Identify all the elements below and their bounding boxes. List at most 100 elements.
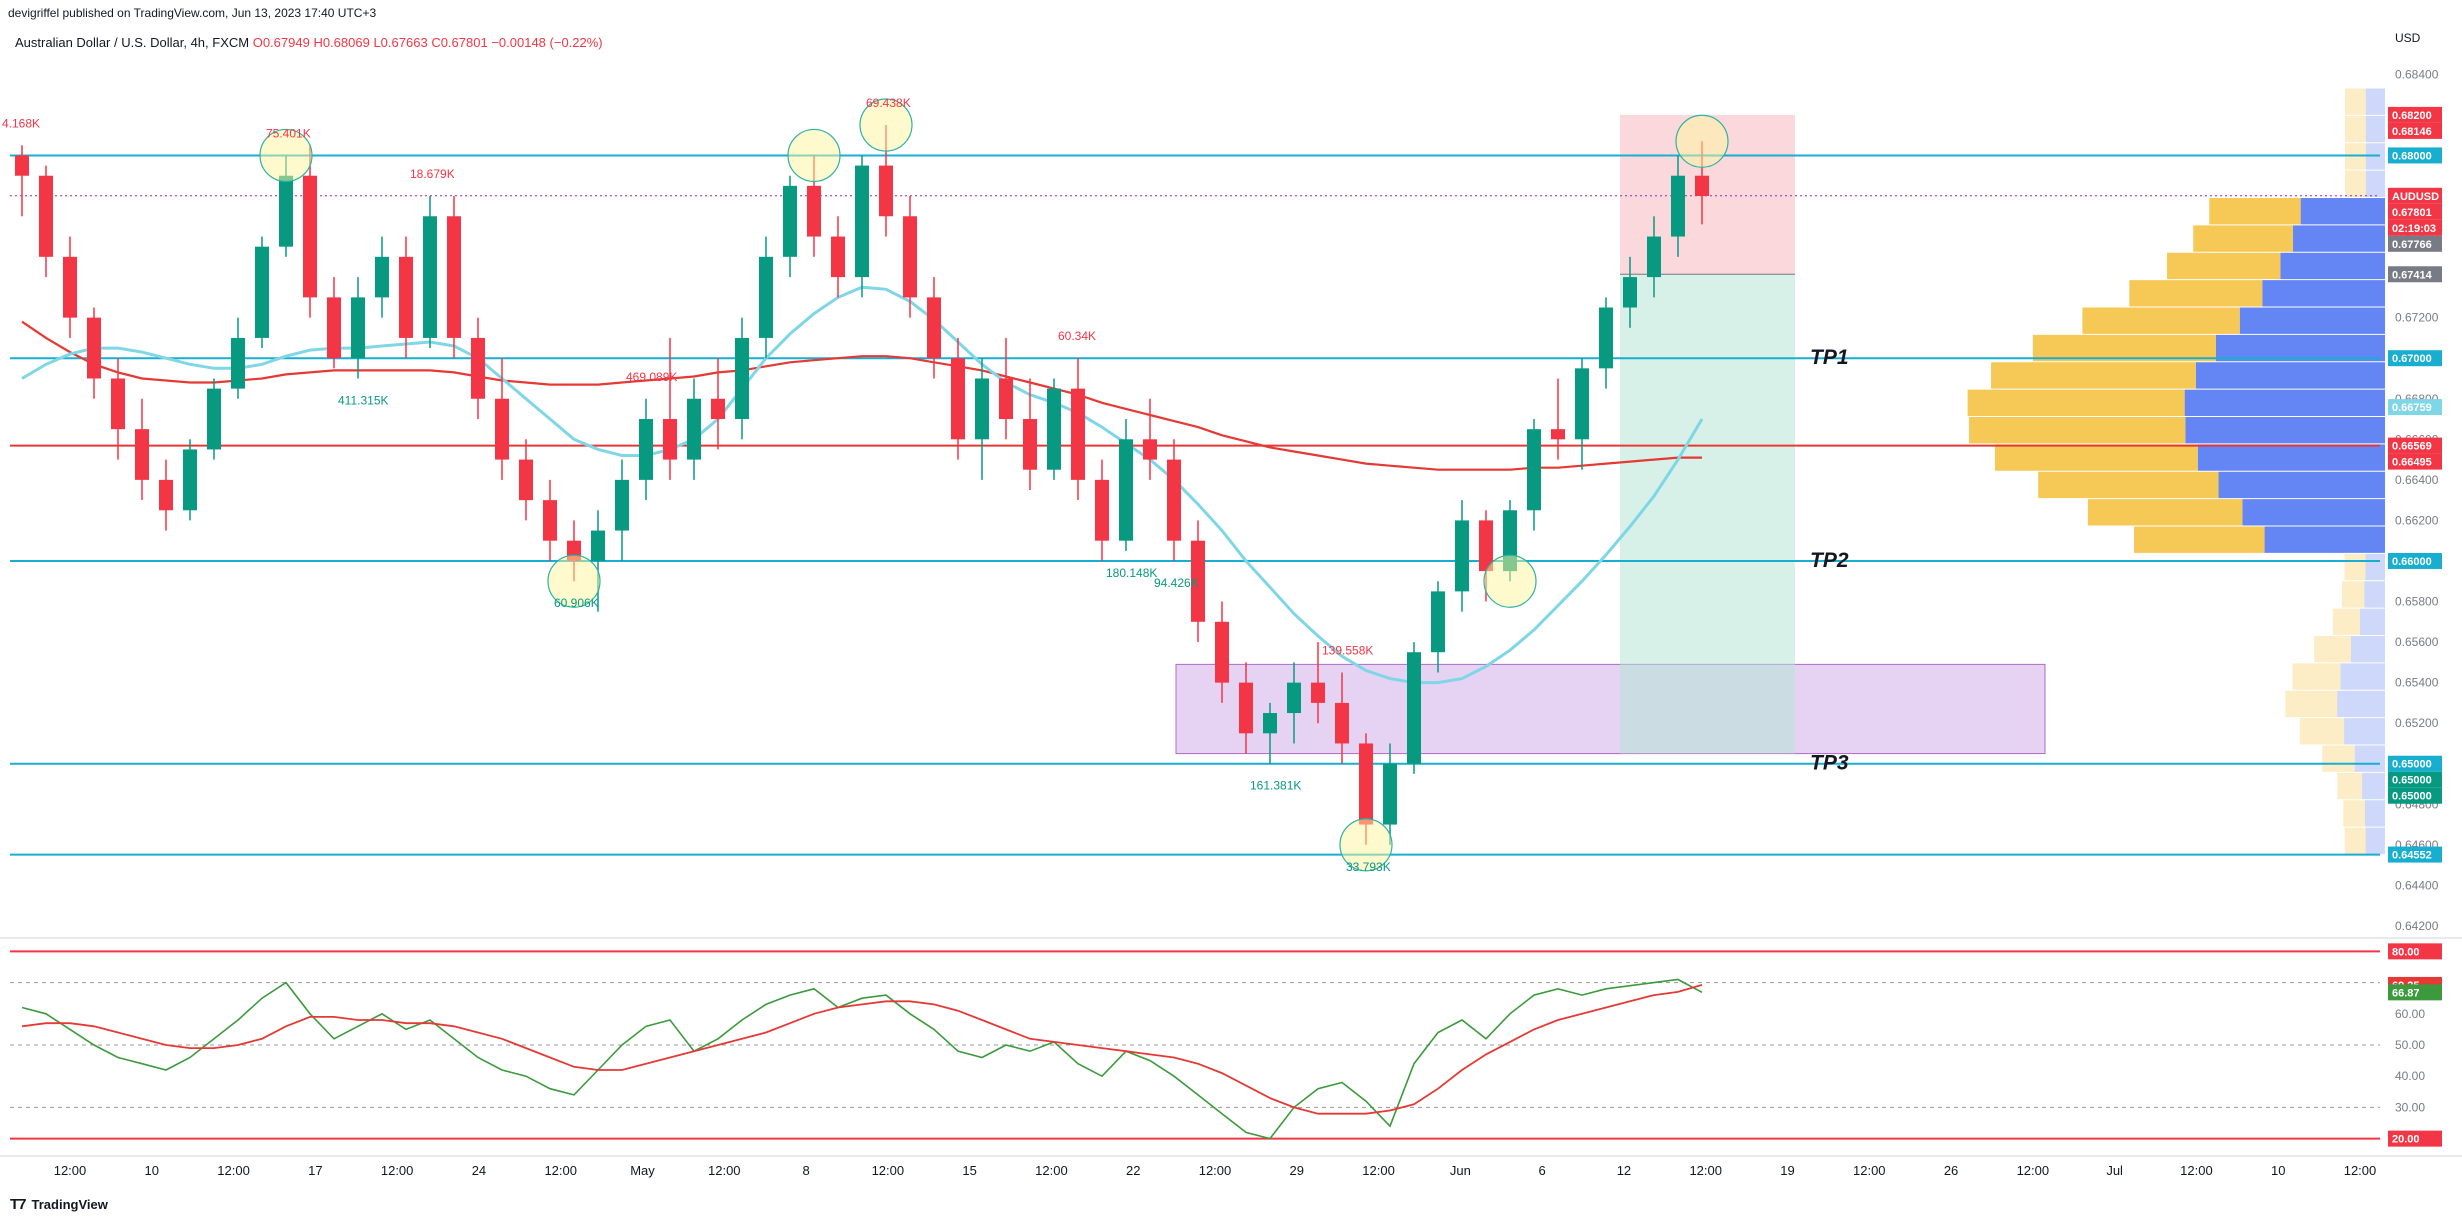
volume-label: 60.906K bbox=[554, 596, 599, 610]
candle-body bbox=[711, 398, 725, 420]
candle-body bbox=[1095, 479, 1109, 541]
swing-circle bbox=[1483, 554, 1537, 608]
candles-layer bbox=[15, 125, 1709, 845]
price-tick: 0.65400 bbox=[2395, 676, 2439, 690]
change-value: −0.00148 (−0.22%) bbox=[491, 35, 603, 50]
vp-bar-down bbox=[2365, 143, 2385, 170]
price-tick: 0.65200 bbox=[2395, 716, 2439, 730]
demand-zone bbox=[1175, 663, 2046, 755]
candle-body bbox=[1287, 682, 1301, 714]
vp-bar-down bbox=[2184, 389, 2385, 417]
swing-circle bbox=[859, 98, 913, 152]
ema-200-line bbox=[21, 320, 1702, 471]
rsi-tag-label: 80.00 bbox=[2392, 946, 2420, 958]
time-tick: 26 bbox=[1944, 1163, 1958, 1178]
candle-body bbox=[183, 449, 197, 511]
candle-body bbox=[207, 388, 221, 450]
candle-body bbox=[39, 175, 53, 257]
vp-bar-down bbox=[2218, 471, 2385, 499]
high-value: H0.68069 bbox=[313, 35, 370, 50]
candle-body bbox=[351, 297, 365, 359]
vp-bar-down bbox=[2280, 252, 2385, 280]
rsi-line bbox=[21, 978, 1703, 1140]
candle-body bbox=[687, 398, 701, 460]
candle-body bbox=[783, 185, 797, 257]
vp-bar-up bbox=[2341, 581, 2365, 608]
symbol-title[interactable]: Australian Dollar / U.S. Dollar, 4h, FXC… bbox=[15, 35, 250, 50]
tp-label: TP3 bbox=[1810, 752, 1849, 775]
candle-body bbox=[1647, 236, 1661, 278]
price-tag bbox=[2388, 399, 2442, 416]
candle-body bbox=[495, 398, 509, 460]
rsi-tag bbox=[2388, 943, 2442, 960]
volume-label: 161.381K bbox=[1250, 779, 1301, 793]
vp-bar-up bbox=[2299, 718, 2345, 745]
candle-body bbox=[903, 216, 917, 298]
candle-body bbox=[375, 256, 389, 298]
vp-bar-down bbox=[2362, 772, 2385, 800]
candle-body bbox=[255, 246, 269, 338]
volume-label: 18.679K bbox=[410, 167, 455, 181]
vp-bar-down bbox=[2364, 581, 2385, 608]
rsi-ma-line bbox=[21, 984, 1703, 1115]
price-tag-label: 0.65000 bbox=[2392, 759, 2432, 771]
vp-bar-up bbox=[2087, 499, 2243, 526]
candle-body bbox=[303, 175, 317, 298]
vp-bar-up bbox=[2134, 526, 2265, 553]
price-tag bbox=[2388, 846, 2442, 863]
candle-body bbox=[1023, 419, 1037, 470]
price-tag bbox=[2388, 147, 2442, 164]
price-tag bbox=[2388, 453, 2442, 470]
vp-bar-down bbox=[2264, 526, 2385, 553]
vp-bar-up bbox=[2292, 663, 2341, 690]
candle-body bbox=[1479, 520, 1493, 572]
candle-body bbox=[663, 419, 677, 460]
candle-body bbox=[1407, 652, 1421, 764]
axis-unit: USD bbox=[2395, 31, 2421, 45]
candle-body bbox=[399, 256, 413, 338]
price-tag bbox=[2388, 235, 2442, 252]
candle-body bbox=[135, 429, 149, 480]
price-tag-label: 0.67414 bbox=[2392, 269, 2433, 281]
time-tick: 15 bbox=[962, 1163, 976, 1178]
vp-bar-down bbox=[2354, 745, 2385, 772]
time-tick: 17 bbox=[308, 1163, 322, 1178]
vp-bar-down bbox=[2292, 225, 2385, 252]
candle-body bbox=[111, 378, 125, 430]
time-axis: 12:00 10 12:00 17 12:00 24 12:00 May 12:00 8 12:00… bbox=[0, 1155, 2462, 1178]
time-tick: Jul bbox=[2106, 1163, 2123, 1178]
time-tick: 8 bbox=[802, 1163, 809, 1178]
time-tick: 12:00 bbox=[1853, 1163, 1886, 1178]
price-tag-label: 0.65000 bbox=[2392, 791, 2432, 803]
vp-bar-down bbox=[2364, 800, 2385, 827]
rsi-tag bbox=[2388, 984, 2442, 1001]
rsi-tag bbox=[2388, 1130, 2442, 1147]
swing-circle bbox=[1339, 818, 1393, 872]
low-value: L0.67663 bbox=[373, 35, 428, 50]
tv-logo-icon: T7 bbox=[10, 1196, 26, 1213]
price-tag bbox=[2388, 203, 2442, 220]
symbol-ohlc-line: Australian Dollar / U.S. Dollar, 4h, FXC… bbox=[15, 35, 603, 50]
price-tag-label: 0.64552 bbox=[2392, 850, 2432, 862]
footer: T7 TradingView bbox=[10, 1196, 108, 1213]
candle-body bbox=[1215, 621, 1229, 683]
vp-bar-up bbox=[2167, 252, 2281, 280]
vp-bar-down bbox=[2365, 553, 2385, 581]
vp-bar-up bbox=[1994, 444, 2198, 471]
price-tick: 0.68400 bbox=[2395, 67, 2439, 81]
price-tag bbox=[2388, 266, 2442, 283]
candle-body bbox=[543, 500, 557, 541]
candle-body bbox=[1695, 175, 1709, 196]
volume-label: 94.426K bbox=[1154, 576, 1199, 590]
candle-body bbox=[1239, 682, 1253, 734]
candle-body bbox=[1071, 388, 1085, 480]
vp-bar-up bbox=[1969, 417, 2186, 444]
price-tick: 0.64200 bbox=[2395, 919, 2439, 933]
candle-body bbox=[1263, 713, 1277, 734]
vp-bar-down bbox=[2365, 827, 2385, 854]
vp-bar-down bbox=[2365, 115, 2385, 143]
candle-body bbox=[975, 378, 989, 440]
vp-bar-up bbox=[2314, 635, 2352, 663]
volume-profile bbox=[1967, 88, 2385, 854]
